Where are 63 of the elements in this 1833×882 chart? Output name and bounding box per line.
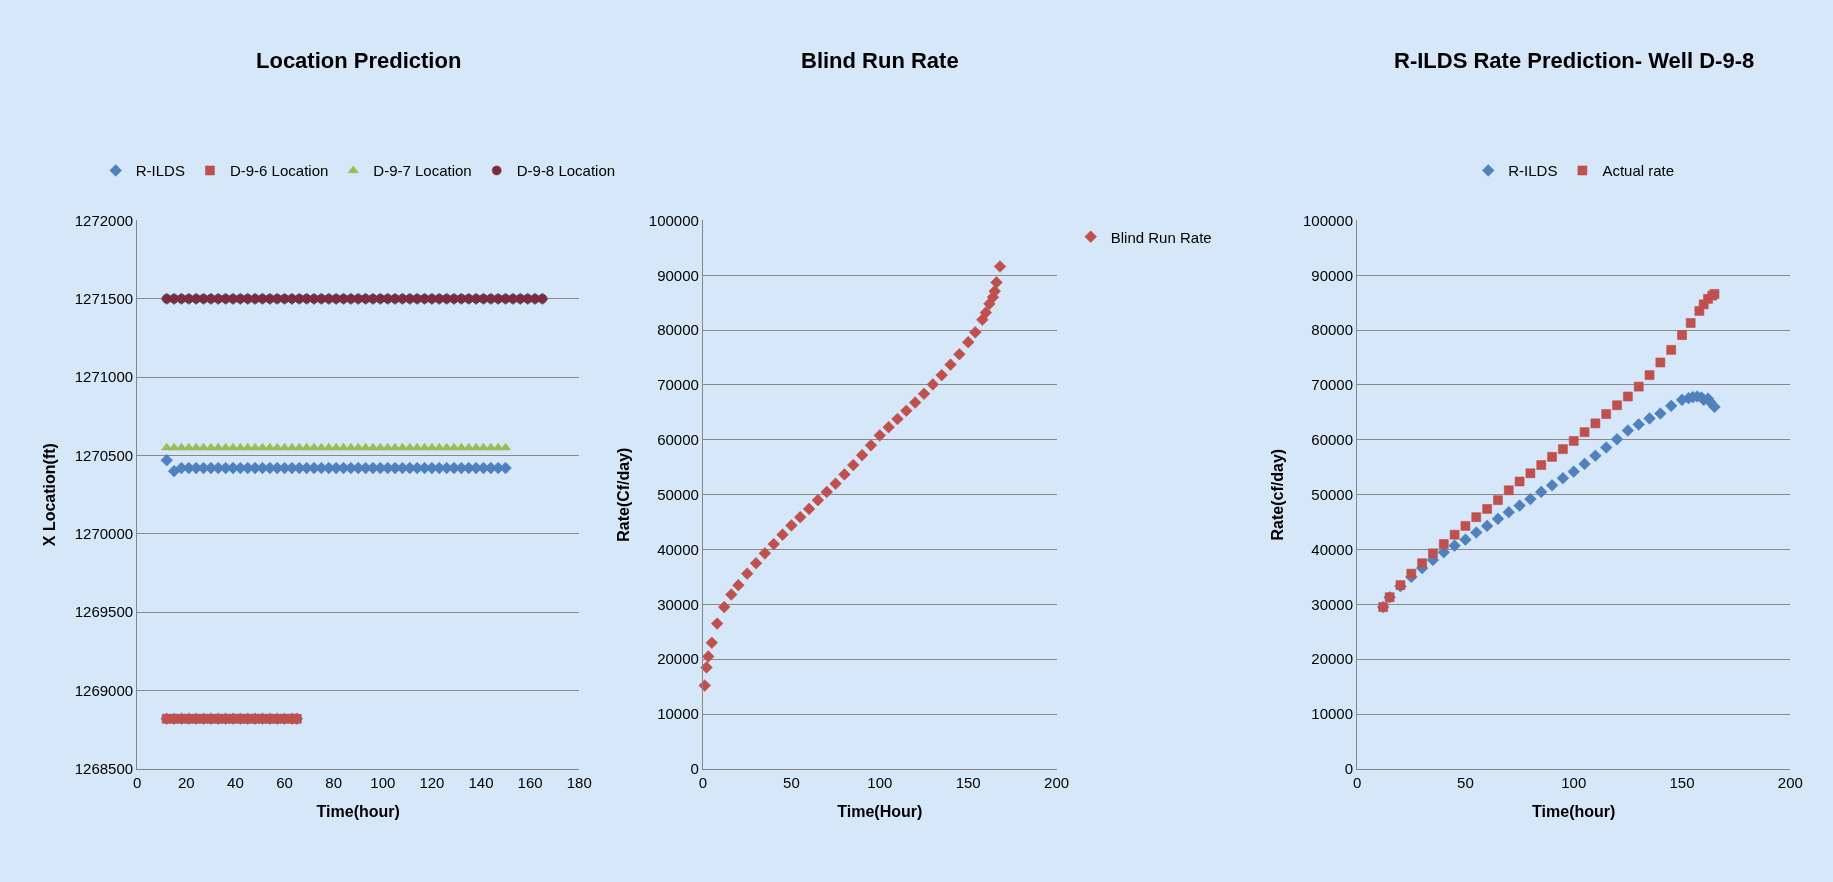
chart-title: Blind Run Rate <box>801 48 959 73</box>
chart-title: Location Prediction <box>256 48 462 73</box>
x-tick-label: 120 <box>419 774 445 791</box>
y-tick-label: 20000 <box>657 650 699 668</box>
x-axis-title: Time(Hour) <box>837 802 923 820</box>
x-tick-label: 20 <box>178 774 195 791</box>
y-tick-label: 40000 <box>657 540 699 558</box>
y-tick-label: 30000 <box>657 595 699 613</box>
y-tick-label: 1272000 <box>74 211 134 229</box>
legend-label: R-ILDS <box>135 162 185 180</box>
x-tick-label: 150 <box>1669 774 1695 791</box>
x-tick-label: 100 <box>867 774 893 791</box>
x-tick-label: 100 <box>1561 774 1587 791</box>
y-tick-label: 1269500 <box>74 603 134 621</box>
y-tick-label: 90000 <box>657 266 699 284</box>
y-axis-title: Rate(cf/day) <box>1268 448 1286 541</box>
y-tick-label: 100000 <box>648 211 699 229</box>
y-tick-label: 10000 <box>1311 705 1354 723</box>
y-tick-label: 0 <box>690 760 699 778</box>
y-tick-label: 60000 <box>1311 431 1354 449</box>
y-tick-label: 70000 <box>657 376 699 394</box>
legend-label: D-9-8 Location <box>516 162 616 180</box>
x-tick-label: 50 <box>783 774 800 791</box>
chart-title: R-ILDS Rate Prediction- Well D-9-8 <box>1394 48 1755 73</box>
legend-label: Blind Run Rate <box>1110 228 1212 246</box>
y-tick-label: 70000 <box>1311 376 1354 394</box>
y-tick-label: 40000 <box>1311 540 1354 558</box>
legend-label: D-9-7 Location <box>373 162 472 180</box>
y-tick-label: 1271500 <box>74 290 134 308</box>
x-tick-label: 40 <box>227 774 244 791</box>
y-tick-label: 100000 <box>1303 211 1354 229</box>
y-axis-title: Rate(Cf/day) <box>614 447 632 542</box>
x-tick-label: 100 <box>370 774 396 791</box>
y-tick-label: 60000 <box>657 431 699 449</box>
y-tick-label: 1269000 <box>74 681 134 699</box>
y-tick-label: 1270500 <box>74 446 134 464</box>
x-tick-label: 60 <box>276 774 293 791</box>
x-tick-label: 50 <box>1457 774 1474 791</box>
y-tick-label: 30000 <box>1311 595 1354 613</box>
y-axis-title: X Location(ft) <box>40 443 58 547</box>
y-tick-label: 80000 <box>657 321 699 339</box>
x-tick-label: 140 <box>468 774 494 791</box>
y-tick-label: 20000 <box>1311 650 1354 668</box>
x-tick-label: 200 <box>1777 774 1803 791</box>
y-tick-label: 10000 <box>657 705 699 723</box>
y-tick-label: 0 <box>1344 760 1354 778</box>
x-tick-label: 150 <box>955 774 981 791</box>
x-tick-label: 80 <box>325 774 343 791</box>
x-axis-title: Time(hour) <box>1532 802 1616 820</box>
y-tick-label: 1270000 <box>74 525 134 543</box>
x-axis-title: Time(hour) <box>316 802 400 820</box>
legend-label: Actual rate <box>1602 162 1675 180</box>
legend-label: R-ILDS <box>1508 162 1558 180</box>
legend-label: D-9-6 Location <box>229 162 329 180</box>
x-tick-label: 160 <box>517 774 543 791</box>
x-tick-label: 180 <box>566 774 592 791</box>
y-tick-label: 50000 <box>1311 485 1354 503</box>
y-tick-label: 1268500 <box>74 760 134 778</box>
y-tick-label: 1271000 <box>74 368 134 386</box>
x-tick-label: 200 <box>1044 774 1070 791</box>
y-tick-label: 90000 <box>1311 266 1354 284</box>
y-tick-label: 80000 <box>1311 321 1354 339</box>
y-tick-label: 50000 <box>657 485 699 503</box>
